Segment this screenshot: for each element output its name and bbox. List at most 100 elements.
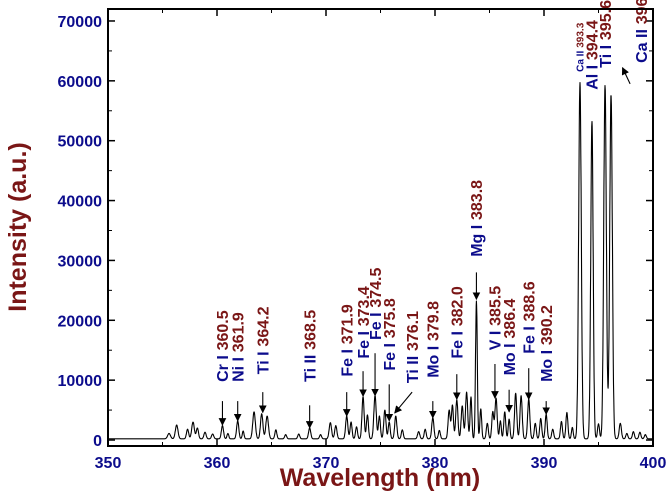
x-tick-label: 350 <box>95 455 122 472</box>
line-annotations: Cr I 360.5 Ni I 361.9 Ti I 364.2 Ti II 368.5 Fe … <box>215 0 651 429</box>
annotation-label: Fe I 371.9 <box>340 304 357 377</box>
annotation-arrow <box>621 66 631 85</box>
wavelength-label: 393.3 <box>576 22 587 47</box>
annotation: Al I 394.4 <box>585 20 602 90</box>
annotation: Ti II 376.1 <box>394 311 422 414</box>
element-label: Ti II <box>405 356 422 383</box>
wavelength-label: 360.5 <box>215 310 232 350</box>
annotation-label: Mo I 390.2 <box>539 305 556 382</box>
wavelength-label: 382.0 <box>450 286 467 326</box>
wavelength-label: 395.6 <box>598 0 615 40</box>
element-label: Mo I <box>539 350 556 382</box>
wavelength-label: 396.8 <box>634 0 651 24</box>
wavelength-label: 379.8 <box>426 301 443 341</box>
annotation-label: Mo I 379.8 <box>426 301 443 378</box>
element-label: Ti I <box>598 45 615 68</box>
y-tick-label: 40000 <box>58 194 103 211</box>
wavelength-label: 371.9 <box>340 304 357 344</box>
annotation-label: Fe I 374.5 <box>368 267 385 340</box>
annotation-label: Ca II 396.8 <box>634 0 651 63</box>
wavelength-label: 373.4 <box>356 286 373 326</box>
annotation-label: Ti II 368.5 <box>302 310 319 382</box>
y-tick-label: 20000 <box>58 313 103 330</box>
wavelength-label: 383.8 <box>469 180 486 220</box>
wavelength-label: 361.9 <box>231 312 248 352</box>
annotation-label: Al I 394.4 <box>585 20 602 90</box>
annotation: Ti I 364.2 <box>256 306 273 414</box>
element-label: Ti I <box>256 351 273 374</box>
annotation: Cr I 360.5 <box>215 310 232 426</box>
element-label: Fe I <box>522 326 539 354</box>
axis-ticks <box>107 9 654 446</box>
wavelength-label: 388.6 <box>522 281 539 321</box>
annotation-label: Fe I 373.4 <box>356 286 373 359</box>
annotation-label: Fe I 388.6 <box>522 281 539 354</box>
plot-frame <box>107 8 654 447</box>
element-label: Mg I <box>469 225 486 257</box>
x-tick-label: 400 <box>640 455 667 472</box>
y-tick-label: 60000 <box>58 74 103 91</box>
annotation: Fe I 373.4 <box>356 286 373 398</box>
annotation: V I 385.5 <box>488 286 505 399</box>
wavelength-label: 394.4 <box>585 20 602 60</box>
x-axis-title: Wavelength (nm) <box>280 464 480 492</box>
y-tick-label: 10000 <box>58 373 103 390</box>
annotation: Fe I 382.0 <box>450 286 467 401</box>
element-label: Fe I <box>356 331 373 359</box>
annotation: Fe I 374.5 <box>368 267 385 397</box>
element-label: Cr I <box>215 355 232 382</box>
x-tick-label: 390 <box>531 455 558 472</box>
element-label: Fe I <box>450 331 467 359</box>
wavelength-label: 386.4 <box>502 298 519 338</box>
annotation-label: Mo I 386.4 <box>502 298 519 375</box>
annotation-label: Ti II 376.1 <box>405 311 422 383</box>
y-axis-title: Intensity (a.u.) <box>4 142 32 311</box>
annotation-label: Cr I 360.5 <box>215 310 232 382</box>
wavelength-label: 368.5 <box>302 310 319 350</box>
element-label: Ti II <box>302 355 319 382</box>
wavelength-label: 364.2 <box>256 306 273 346</box>
x-tick-label: 370 <box>313 455 340 472</box>
y-tick-label: 70000 <box>58 14 103 31</box>
annotation: Ni I 361.9 <box>231 312 248 422</box>
y-tick-labels: 0 10000 20000 30000 40000 50000 60000 70000 <box>58 14 103 450</box>
annotation-label: Ti I 395.6 <box>598 0 615 68</box>
wavelength-label: 385.5 <box>488 286 505 326</box>
annotation-label: Fe I 382.0 <box>450 286 467 359</box>
annotation: Fe I 388.6 <box>522 281 539 401</box>
annotation-label: Ti I 364.2 <box>256 306 273 374</box>
annotation-label: Ca II 393.3 <box>576 22 587 72</box>
annotation-label: V I 385.5 <box>488 286 505 351</box>
annotation: Mg I 383.8 <box>469 180 486 301</box>
x-tick-label: 360 <box>204 455 231 472</box>
element-label: Mo I <box>426 346 443 378</box>
annotation: Ti I 395.6 <box>598 0 615 68</box>
element-label: Fe I <box>368 312 385 340</box>
y-tick-label: 30000 <box>58 253 103 270</box>
annotation-label: Mg I 383.8 <box>469 180 486 257</box>
wavelength-label: 376.1 <box>405 311 422 351</box>
y-tick-label: 50000 <box>58 134 103 151</box>
element-label: Al I <box>585 65 602 90</box>
wavelength-label: 390.2 <box>539 305 556 345</box>
annotation: Ca II 396.8 <box>621 0 651 85</box>
annotation: Fe I 375.8 <box>382 298 399 422</box>
annotation: Fe I 371.9 <box>340 304 357 417</box>
x-tick-label: 380 <box>422 455 449 472</box>
element-label: Mo I <box>502 343 519 375</box>
element-label: Ca II <box>576 51 587 72</box>
annotation: Ti II 368.5 <box>302 310 319 429</box>
wavelength-label: 374.5 <box>368 267 385 307</box>
annotation-label: Fe I 375.8 <box>382 298 399 371</box>
x-tick-labels: 350 360 370 380 390 400 <box>95 455 667 472</box>
annotation-arrow <box>394 391 413 414</box>
annotation: Mo I 390.2 <box>539 305 556 416</box>
element-label: Fe I <box>382 343 399 371</box>
element-label: Fe I <box>340 349 357 377</box>
element-label: Ca II <box>634 29 651 63</box>
element-label: Ni I <box>231 357 248 382</box>
wavelength-label: 375.8 <box>382 298 399 338</box>
annotation: Mo I 386.4 <box>502 298 519 413</box>
element-label: V I <box>488 331 505 351</box>
